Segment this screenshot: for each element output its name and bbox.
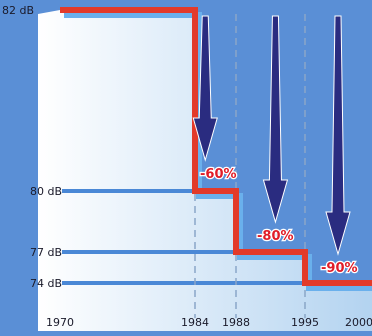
x-tick-label: 1970 <box>46 316 74 329</box>
step-line <box>60 7 372 286</box>
reduction-annotation: -90% <box>321 261 358 276</box>
reduction-annotation: -60% <box>200 167 237 182</box>
step-line-shadow <box>64 12 372 291</box>
y-tick-label: 80 dB <box>30 185 62 198</box>
reduction-annotation: -80% <box>257 229 294 244</box>
down-arrow-1 <box>192 15 218 162</box>
y-tick-label: 74 dB <box>30 277 62 290</box>
x-tick-label: 1984 <box>181 316 209 329</box>
y-tick-label: 82 dB <box>2 4 34 17</box>
x-tick-label: 1988 <box>222 316 250 329</box>
y-tick-label: 77 dB <box>30 246 62 259</box>
down-arrow-2 <box>262 15 289 224</box>
x-tick-label: 1995 <box>291 316 319 329</box>
down-arrow-3 <box>325 15 351 256</box>
x-tick-label: 2000 <box>345 316 372 329</box>
